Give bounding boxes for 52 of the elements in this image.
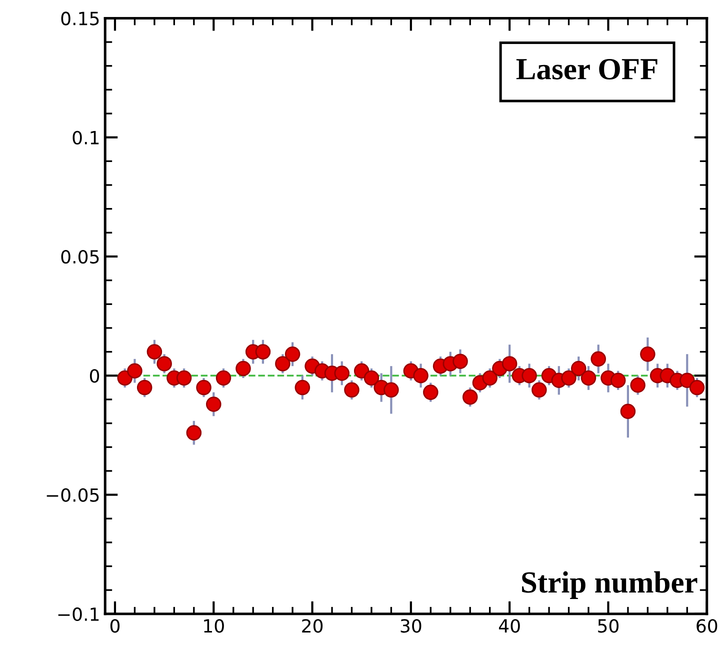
y-tick-label: 0.15 [61, 12, 99, 26]
point [640, 346, 656, 362]
point [136, 380, 152, 396]
point [354, 363, 370, 378]
point [364, 370, 380, 386]
y-tick-label: −0.1 [58, 607, 99, 622]
point [610, 372, 626, 388]
point [186, 425, 202, 440]
point [580, 370, 596, 386]
x-tick-label: 30 [400, 619, 422, 633]
point [284, 346, 300, 362]
x-tick-label: 10 [204, 619, 224, 633]
point [255, 344, 271, 360]
point [522, 368, 537, 384]
point [236, 360, 251, 376]
point [334, 366, 350, 381]
x-axis-title: Strip number [522, 571, 698, 599]
point [502, 356, 518, 372]
point [570, 360, 586, 376]
y-tick-label: 0.1 [72, 130, 99, 144]
point [146, 344, 162, 360]
point [620, 404, 636, 420]
x-tick-label: 60 [696, 619, 718, 633]
point [452, 354, 468, 369]
x-tick-label: 40 [498, 619, 520, 633]
point [689, 380, 705, 396]
point [561, 370, 576, 386]
point [680, 372, 695, 388]
point [275, 356, 290, 372]
point [344, 382, 360, 398]
point [413, 368, 428, 384]
x-tick-label: 50 [598, 619, 619, 633]
point [206, 396, 222, 412]
point [532, 382, 547, 398]
point [482, 370, 498, 386]
x-tick-label: 0 [110, 619, 120, 633]
point [423, 384, 438, 400]
annotation: Laser OFF [516, 58, 658, 80]
y-tick-label: 0 [90, 369, 100, 383]
x-tick-label: 20 [302, 619, 323, 633]
point [216, 370, 232, 386]
point [196, 380, 212, 396]
point [590, 351, 606, 367]
point [156, 356, 172, 372]
y-tick-label: 0.05 [61, 250, 99, 264]
point [462, 389, 478, 405]
point [294, 380, 310, 396]
point [630, 378, 646, 393]
point [127, 363, 142, 378]
point [176, 370, 192, 386]
point [384, 382, 399, 398]
y-tick-label: −0.05 [46, 488, 99, 502]
